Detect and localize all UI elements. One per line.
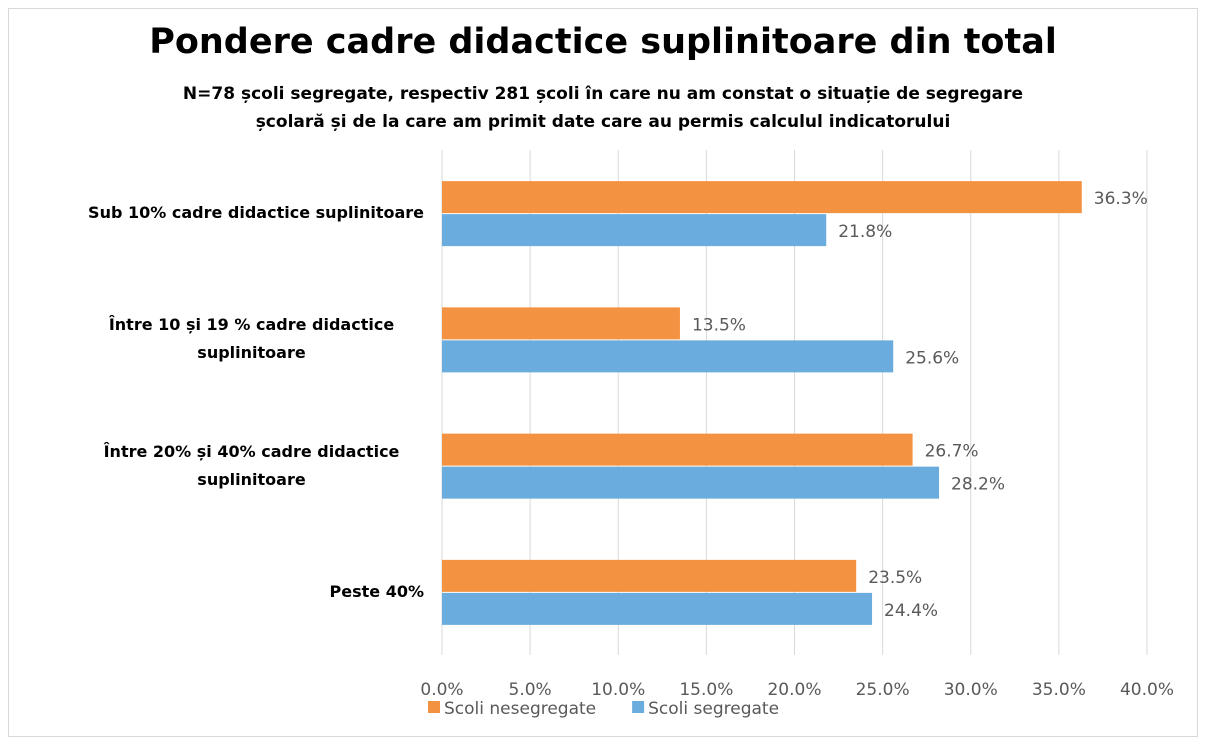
value-label: 28.2% [951, 475, 1005, 495]
category-text: Sub 10% cadre didactice suplinitoare [88, 203, 424, 223]
value-label: 26.7% [925, 442, 979, 462]
x-tick-label: 35.0% [1032, 680, 1086, 700]
value-label: 36.3% [1094, 189, 1148, 209]
legend-swatch [428, 701, 440, 713]
value-label: 25.6% [905, 348, 959, 368]
x-tick-label: 20.0% [767, 680, 821, 700]
x-tick-label: 10.0% [591, 680, 645, 700]
bar [442, 559, 857, 592]
chart-frame [8, 8, 1198, 737]
category-label: Peste 40% [44, 552, 424, 632]
value-label: 13.5% [692, 315, 746, 335]
value-label: 21.8% [838, 222, 892, 242]
chart-title: Pondere cadre didactice suplinitoare din… [149, 22, 1057, 62]
category-text: Între 20% și 40% cadre didactice suplini… [103, 441, 400, 489]
category-label: Între 10 și 19 % cadre didactice suplini… [44, 299, 424, 379]
bar [442, 592, 873, 625]
value-label: 24.4% [884, 601, 938, 621]
x-tick-label: 5.0% [509, 680, 552, 700]
x-tick-label: 25.0% [856, 680, 910, 700]
bar [442, 181, 1082, 214]
legend-label: Scoli segregate [648, 699, 779, 719]
category-text: Peste 40% [329, 581, 424, 601]
bar [442, 433, 913, 466]
legend-swatch [632, 701, 645, 713]
value-label: 23.5% [868, 568, 922, 588]
x-tick-label: 40.0% [1120, 680, 1174, 700]
bar [442, 214, 827, 247]
bar [442, 340, 894, 373]
x-tick-label: 0.0% [420, 680, 463, 700]
bar [442, 307, 680, 340]
bar [442, 466, 940, 499]
category-label: Sub 10% cadre didactice suplinitoare [44, 173, 424, 253]
category-text: Între 10 și 19 % cadre didactice suplini… [108, 315, 395, 363]
category-label: Între 20% și 40% cadre didactice suplini… [44, 426, 424, 506]
legend-label: Scoli nesegregate [444, 699, 596, 719]
chart-subtitle: N=78 școli segregate, respectiv 281 școl… [182, 84, 1024, 132]
x-tick-label: 30.0% [944, 680, 998, 700]
x-tick-label: 15.0% [679, 680, 733, 700]
